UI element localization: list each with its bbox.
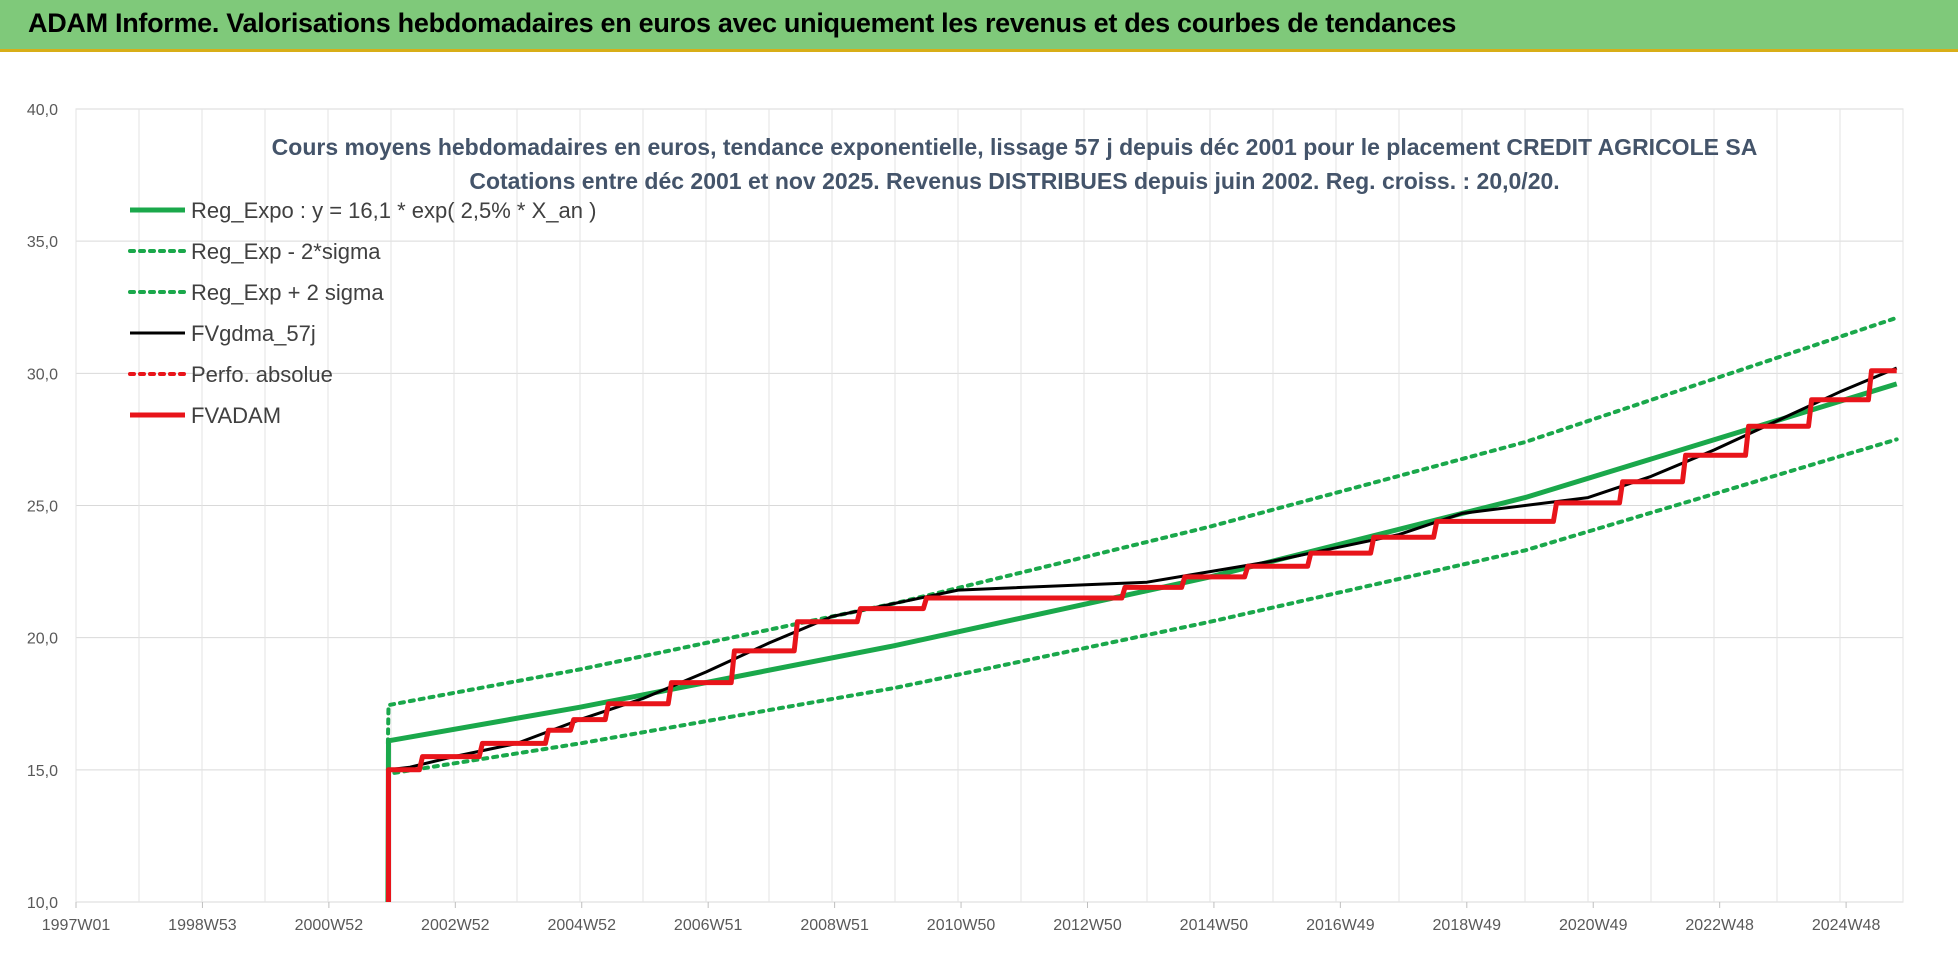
- x-tick-label: 2014W50: [1180, 917, 1249, 934]
- x-tick-label: 2008W51: [800, 917, 869, 934]
- x-tick-label: 2022W48: [1685, 917, 1754, 934]
- series-line-5: [386, 368, 1897, 902]
- x-tick-label: 2016W49: [1306, 917, 1375, 934]
- series-layer: [385, 315, 1899, 903]
- x-tick-label: 2006W51: [674, 917, 743, 934]
- x-tick-label: 1997W01: [42, 917, 111, 934]
- series-line-1: [385, 437, 1899, 776]
- series-line-2: [385, 315, 1899, 746]
- page-title: ADAM Informe. Valorisations hebdomadaire…: [28, 8, 1457, 38]
- legend-label: Reg_Exp - 2*sigma: [191, 239, 381, 264]
- legend-label: FVgdma_57j: [191, 321, 316, 346]
- header-bar: ADAM Informe. Valorisations hebdomadaire…: [0, 0, 1958, 52]
- y-tick-label: 25,0: [27, 499, 58, 516]
- x-tick-label: 2020W49: [1559, 917, 1628, 934]
- x-tick-label: 2004W52: [547, 917, 616, 934]
- y-tick-label: 35,0: [27, 234, 58, 251]
- x-tick-label: 2018W49: [1433, 917, 1502, 934]
- x-tick-label: 2024W48: [1812, 917, 1881, 934]
- chart-title-line: Cours moyens hebdomadaires en euros, ten…: [272, 134, 1758, 160]
- y-tick-label: 10,0: [27, 895, 58, 912]
- x-tick-label: 1998W53: [168, 917, 237, 934]
- chart-title: Cours moyens hebdomadaires en euros, ten…: [272, 134, 1758, 194]
- chart-svg: 40,0 35,0 30,0 25,0 20,0 15,0 10,0 1997W01 1998W…: [27, 102, 1904, 934]
- legend-label: FVADAM: [191, 403, 281, 428]
- axes-layer: 40,0 35,0 30,0 25,0 20,0 15,0 10,0 1997W01 1998W…: [27, 102, 1881, 934]
- chart-area: 40,0 35,0 30,0 25,0 20,0 15,0 10,0 1997W01 1998W…: [0, 52, 1958, 978]
- series-line-0: [385, 381, 1898, 903]
- x-tick-label: 2002W52: [421, 917, 490, 934]
- y-tick-label: 15,0: [27, 763, 58, 780]
- y-tick-label: 20,0: [27, 631, 58, 648]
- x-tick-label: 2010W50: [927, 917, 996, 934]
- grid-layer: [75, 108, 1904, 903]
- chart-title-line: Cotations entre déc 2001 et nov 2025. Re…: [469, 168, 1559, 194]
- x-tick-label: 2000W52: [295, 917, 364, 934]
- y-tick-label: 40,0: [27, 102, 58, 119]
- legend-label: Perfo. absolue: [191, 362, 333, 387]
- legend-label: Reg_Exp + 2 sigma: [191, 280, 384, 305]
- y-tick-label: 30,0: [27, 366, 58, 383]
- legend: Reg_Expo : y = 16,1 * exp( 2,5% * X_an )…: [128, 198, 596, 428]
- series-line-3: [388, 366, 1898, 772]
- legend-label: Reg_Expo : y = 16,1 * exp( 2,5% * X_an ): [191, 198, 596, 223]
- x-tick-label: 2012W50: [1053, 917, 1122, 934]
